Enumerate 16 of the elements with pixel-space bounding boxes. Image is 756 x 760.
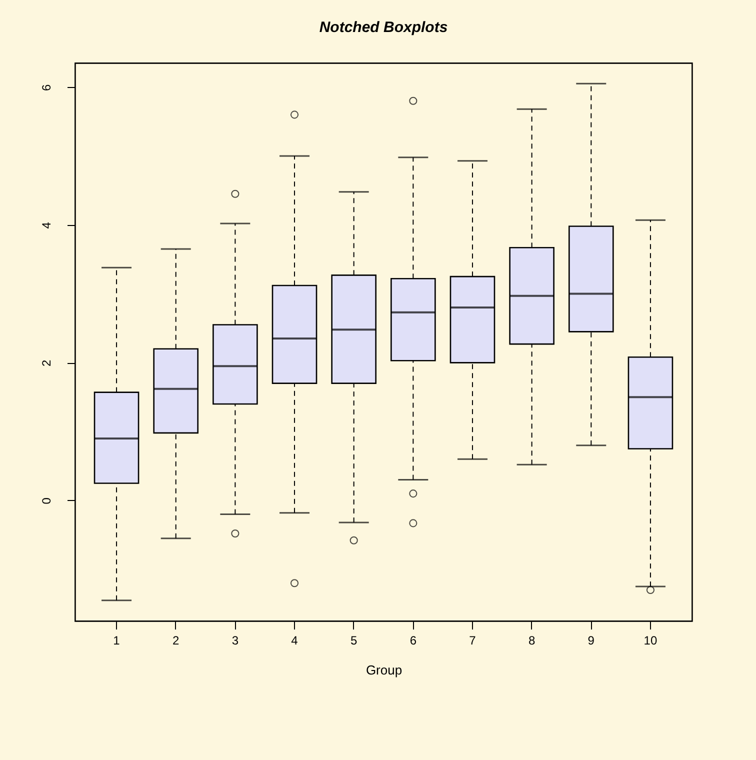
x-tick-label: 5 [350, 634, 358, 648]
y-tick-label: 2 [40, 360, 54, 367]
y-tick-label: 4 [40, 222, 54, 229]
x-tick-label: 7 [469, 634, 476, 648]
x-tick-label: 1 [113, 634, 120, 648]
x-tick-label: 6 [410, 634, 417, 648]
x-tick-label: 3 [232, 634, 239, 648]
x-tick-label: 10 [644, 634, 658, 648]
x-tick-label: 4 [291, 634, 298, 648]
chart-title: Notched Boxplots [319, 19, 448, 36]
y-tick-label: 0 [40, 497, 54, 504]
x-tick-label: 9 [588, 634, 595, 648]
y-tick-label: 6 [40, 84, 54, 91]
x-tick-label: 2 [172, 634, 180, 648]
x-tick-label: 8 [528, 634, 536, 648]
x-axis-title: Group [366, 662, 402, 678]
